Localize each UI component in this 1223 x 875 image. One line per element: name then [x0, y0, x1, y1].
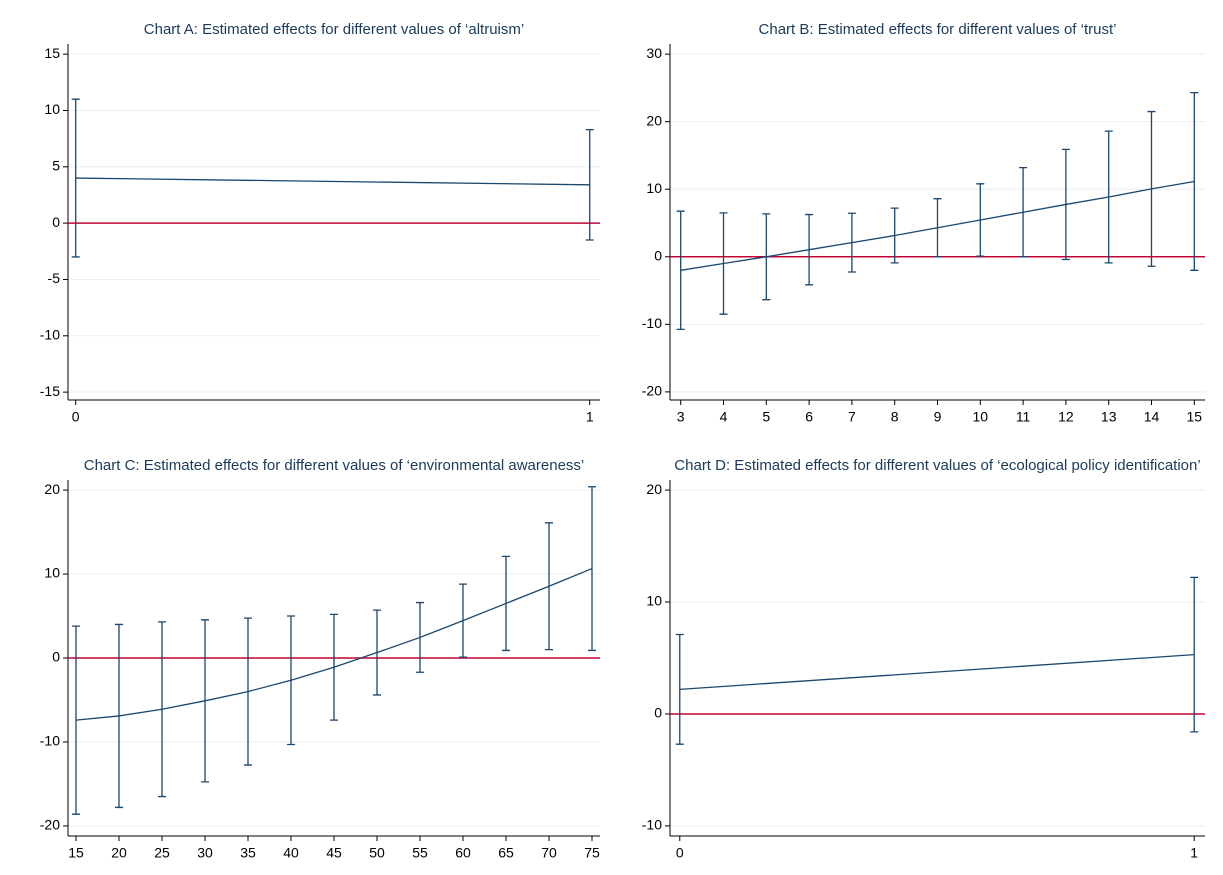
x-tick-label: 40 [283, 845, 299, 861]
x-tick-label: 65 [498, 845, 514, 861]
error-bar [890, 207, 899, 264]
line [679, 653, 1195, 690]
y-tick-label: 15 [44, 45, 60, 61]
x-tick-label: 15 [1187, 409, 1203, 425]
error-bar [675, 633, 684, 745]
x-tick-label: 0 [676, 845, 684, 861]
y-tick-label: 10 [646, 180, 662, 196]
error-bar [545, 522, 554, 651]
error-bar [200, 619, 209, 783]
error-bar [1019, 166, 1028, 258]
error-bar [588, 486, 597, 652]
y-tick-label: 0 [52, 214, 60, 230]
error-bar [1104, 130, 1113, 264]
error-bar [805, 213, 814, 286]
y-tick-label: -20 [40, 817, 60, 833]
x-tick-label: 4 [720, 409, 728, 425]
error-bar [976, 183, 985, 257]
x-tick-label: 9 [934, 409, 942, 425]
error-bar [933, 198, 942, 258]
error-bar [847, 212, 856, 273]
y-tick-label: 20 [44, 481, 60, 497]
error-bar [1190, 91, 1199, 271]
x-tick-label: 60 [455, 845, 471, 861]
y-tick-label: 10 [646, 593, 662, 609]
x-tick-label: 35 [240, 845, 256, 861]
y-tick-label: -20 [642, 383, 662, 399]
error-bar [243, 617, 252, 766]
x-tick-label: 12 [1058, 409, 1074, 425]
error-bar [71, 625, 80, 815]
error-bar [1147, 110, 1156, 267]
x-tick-label: 13 [1101, 409, 1117, 425]
x-tick-label: 70 [541, 845, 557, 861]
y-tick-label: 10 [44, 101, 60, 117]
x-tick-label: 7 [848, 409, 856, 425]
error-bar [676, 210, 685, 331]
x-tick-label: 20 [111, 845, 127, 861]
error-bar [1061, 148, 1070, 261]
x-tick-label: 3 [677, 409, 685, 425]
x-tick-label: 15 [68, 845, 84, 861]
x-tick-label: 55 [412, 845, 428, 861]
x-tick-label: 10 [973, 409, 989, 425]
y-tick-label: -10 [642, 315, 662, 331]
x-tick-label: 14 [1144, 409, 1160, 425]
y-tick-label: 0 [52, 649, 60, 665]
x-tick-label: 1 [1190, 845, 1198, 861]
x-tick-label: 75 [584, 845, 600, 861]
error-bar [114, 623, 123, 809]
error-bar [585, 128, 594, 241]
x-tick-label: 25 [154, 845, 170, 861]
x-tick-label: 0 [72, 409, 80, 425]
y-tick-label: -15 [40, 383, 60, 399]
y-tick-label: -10 [40, 326, 60, 342]
x-tick-label: 5 [762, 409, 770, 425]
y-tick-label: -10 [642, 817, 662, 833]
y-tick-label: 0 [654, 705, 662, 721]
x-tick-label: 6 [805, 409, 813, 425]
error-bar [373, 609, 381, 696]
error-bar [762, 213, 771, 301]
y-tick-label: -10 [40, 733, 60, 749]
error-bar [330, 613, 338, 721]
x-tick-label: 30 [197, 845, 213, 861]
chart-title: Chart B: Estimated effects for different… [759, 21, 1117, 38]
line [75, 177, 590, 186]
chart-title: Chart D: Estimated effects for different… [674, 457, 1200, 474]
error-bar [157, 621, 166, 798]
error-bar [459, 583, 468, 658]
error-bar [719, 212, 728, 315]
y-tick-label: 20 [646, 112, 662, 128]
y-tick-label: 30 [646, 45, 662, 61]
error-bar [287, 615, 295, 746]
x-tick-label: 50 [369, 845, 385, 861]
x-tick-label: 8 [891, 409, 899, 425]
y-tick-label: -5 [48, 270, 61, 286]
y-tick-label: 20 [646, 481, 662, 497]
chart-title: Chart C: Estimated effects for different… [84, 457, 585, 474]
error-bar [1190, 576, 1199, 733]
y-tick-label: 10 [44, 565, 60, 581]
y-tick-label: 0 [654, 247, 662, 263]
chart-title: Chart A: Estimated effects for different… [144, 21, 524, 38]
error-bar [416, 601, 425, 673]
x-tick-label: 1 [586, 409, 594, 425]
error-bar [502, 555, 511, 652]
x-tick-label: 11 [1016, 409, 1031, 425]
y-tick-label: 5 [52, 158, 60, 174]
x-tick-label: 45 [326, 845, 342, 861]
error-bar [71, 98, 80, 258]
